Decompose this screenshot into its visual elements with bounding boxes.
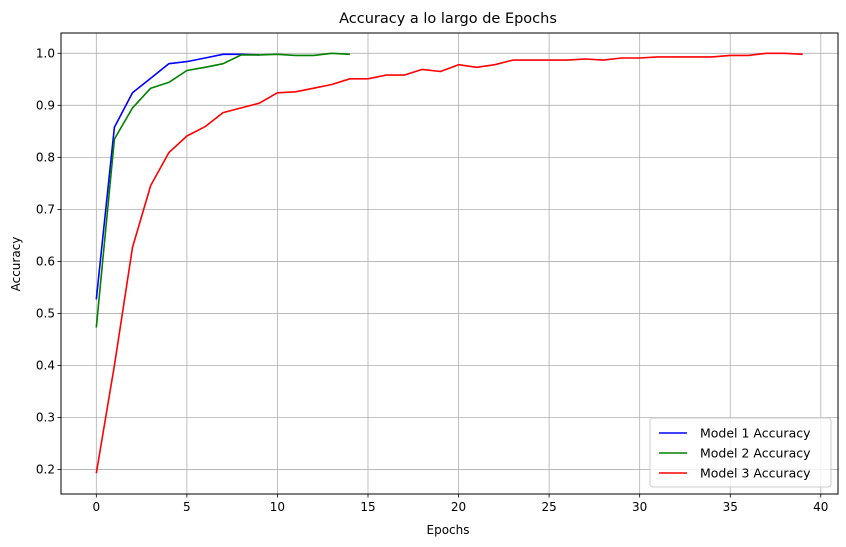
plot-frame <box>60 32 839 495</box>
x-tick-label: 35 <box>723 500 738 514</box>
y-axis-title: Accuracy <box>9 237 23 292</box>
y-tick-label: 0.4 <box>36 358 55 372</box>
y-tick-label: 0.3 <box>36 411 55 425</box>
y-tick-label: 0.5 <box>36 306 55 320</box>
series-lines <box>95 52 803 474</box>
chart-title: Accuracy a lo largo de Epochs <box>339 11 557 27</box>
y-tick-label: 0.7 <box>36 202 55 216</box>
legend-label-model-1: Model 1 Accuracy <box>700 426 811 441</box>
x-tick-label: 20 <box>451 500 466 514</box>
series-line-model-3 <box>95 52 803 474</box>
x-tick-label: 40 <box>813 500 828 514</box>
x-axis-ticks: 0 5 10 15 20 25 30 35 40 <box>92 494 828 514</box>
x-tick-label: 15 <box>360 500 375 514</box>
x-tick-label: 30 <box>632 500 647 514</box>
series-line-model-2 <box>95 52 350 328</box>
y-axis-ticks: 0.2 0.3 0.4 0.5 0.6 0.7 0.8 0.9 1.0 <box>36 46 61 477</box>
series-line-model-1 <box>95 53 260 300</box>
y-tick-label: 0.6 <box>36 254 55 268</box>
legend-label-model-3: Model 3 Accuracy <box>700 466 811 481</box>
x-tick-label: 5 <box>183 500 191 514</box>
x-tick-label: 25 <box>541 500 556 514</box>
x-axis-title: Epochs <box>427 523 470 537</box>
x-tick-label: 0 <box>92 500 100 514</box>
legend: Model 1 Accuracy Model 2 Accuracy Model 3 … <box>649 417 832 488</box>
y-tick-label: 1.0 <box>36 46 55 60</box>
legend-box <box>649 417 832 488</box>
legend-label-model-2: Model 2 Accuracy <box>700 446 811 461</box>
y-tick-label: 0.8 <box>36 150 55 164</box>
y-tick-label: 0.2 <box>36 463 55 477</box>
x-tick-label: 10 <box>270 500 285 514</box>
y-tick-label: 0.9 <box>36 98 55 112</box>
